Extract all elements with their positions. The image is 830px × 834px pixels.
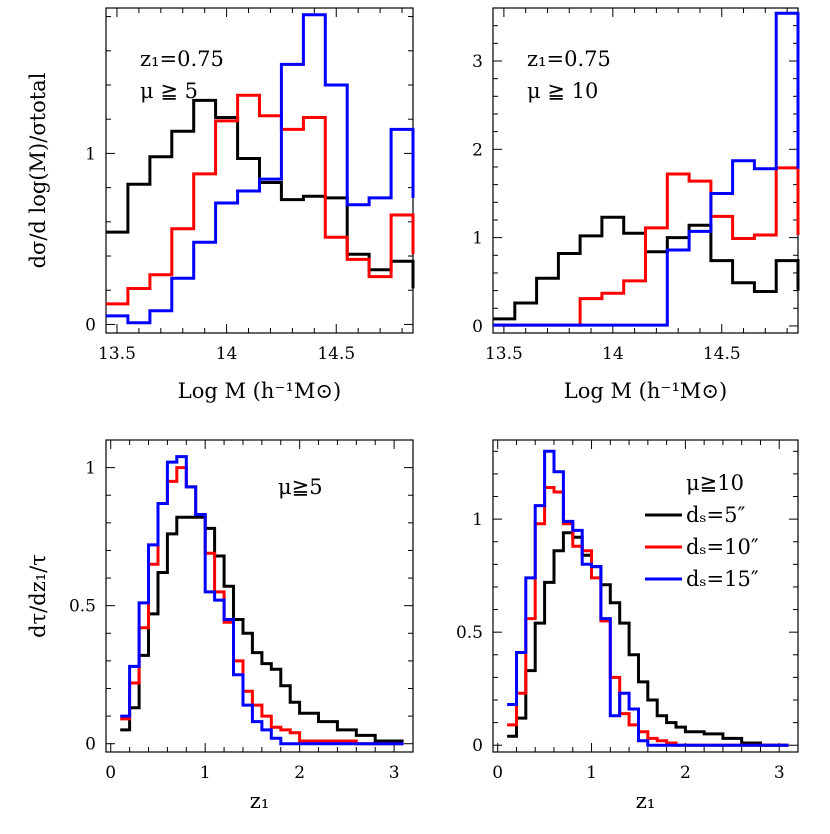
x-axis-label: Log M (h⁻¹M⊙)	[564, 379, 727, 403]
x-axis-label: Log M (h⁻¹M⊙)	[178, 379, 341, 403]
legend-label: dₛ=5″	[686, 503, 745, 527]
series-blue-line	[493, 11, 800, 327]
y-tick-label: 0	[472, 317, 483, 337]
series-red-line	[493, 166, 800, 327]
x-tick-label: 3	[774, 763, 785, 783]
x-tick-label: 14	[602, 344, 624, 364]
legend-label: dₛ=15″	[686, 567, 759, 591]
y-tick-label: 0	[472, 736, 483, 756]
x-tick-label: 0	[105, 763, 116, 783]
x-tick-label: 0	[492, 763, 503, 783]
series-black-line	[507, 531, 789, 747]
series-blue-line	[120, 455, 404, 746]
panel-annotation: μ ≧ 5	[140, 79, 198, 103]
y-tick-label: 0	[85, 315, 96, 335]
y-tick-label: 2	[472, 140, 483, 160]
y-tick-label: 1	[472, 510, 483, 530]
series-blue-line	[106, 13, 415, 325]
x-tick-label: 13.5	[485, 344, 523, 364]
panel-annotation: μ≧5	[278, 475, 323, 499]
y-tick-label: 0.5	[69, 597, 96, 617]
panel-annotation: z₁=0.75	[140, 47, 224, 71]
x-axis-label: z₁	[636, 789, 655, 813]
chart-top-right: 13.5 14 14.5 0 1 2 3 z₁=0.75 μ ≧ 10 Log M (h⁻¹M⊙)	[472, 7, 800, 403]
x-axis-label: z₁	[250, 789, 269, 813]
x-tick-label: 1	[200, 763, 211, 783]
chart-bottom-left: 0 1 2 3 0 0.5 1 μ≧5 z₁ dτ/dz₁/τ	[26, 439, 414, 813]
series-blue-line	[507, 449, 789, 747]
chart-bottom-right: 0 1 2 3 0 0.5 1 μ≧10 dₛ=5″ dₛ=10″ dₛ=15″ z₁	[456, 439, 799, 813]
x-tick-label: 2	[680, 763, 691, 783]
x-tick-label: 14.5	[703, 344, 741, 364]
panel-annotation: z₁=0.75	[527, 47, 611, 71]
series-red-line	[507, 486, 789, 747]
y-tick-label: 1	[85, 144, 96, 164]
x-tick-label: 1	[586, 763, 597, 783]
x-tick-label: 14	[216, 344, 238, 364]
x-tick-label: 3	[389, 763, 400, 783]
panel-annotation: μ≧10	[686, 471, 744, 495]
y-tick-label: 0	[85, 735, 96, 755]
y-axis-label: dσ/d log(M)/σtotal	[26, 72, 50, 268]
series-red-line	[106, 93, 415, 306]
x-tick-label: 14.5	[317, 344, 355, 364]
series-black-line	[120, 515, 404, 743]
panel-annotation: μ ≧ 10	[527, 79, 598, 103]
plot-frame	[105, 439, 414, 753]
plot-frame	[492, 439, 799, 753]
x-tick-label: 13.5	[98, 344, 136, 364]
series-red-line	[120, 466, 404, 746]
legend-label: dₛ=10″	[686, 535, 759, 559]
y-tick-label: 1	[472, 229, 483, 249]
x-tick-label: 2	[294, 763, 305, 783]
y-tick-label: 0.5	[456, 623, 483, 643]
y-tick-label: 1	[85, 459, 96, 479]
chart-top-left: 13.5 14 14.5 0 1 z₁=0.75 μ ≧ 5 Log M (h⁻¹M⊙) dσ/…	[26, 7, 415, 403]
y-tick-label: 3	[472, 52, 483, 72]
y-axis-label: dτ/dz₁/τ	[26, 554, 50, 638]
